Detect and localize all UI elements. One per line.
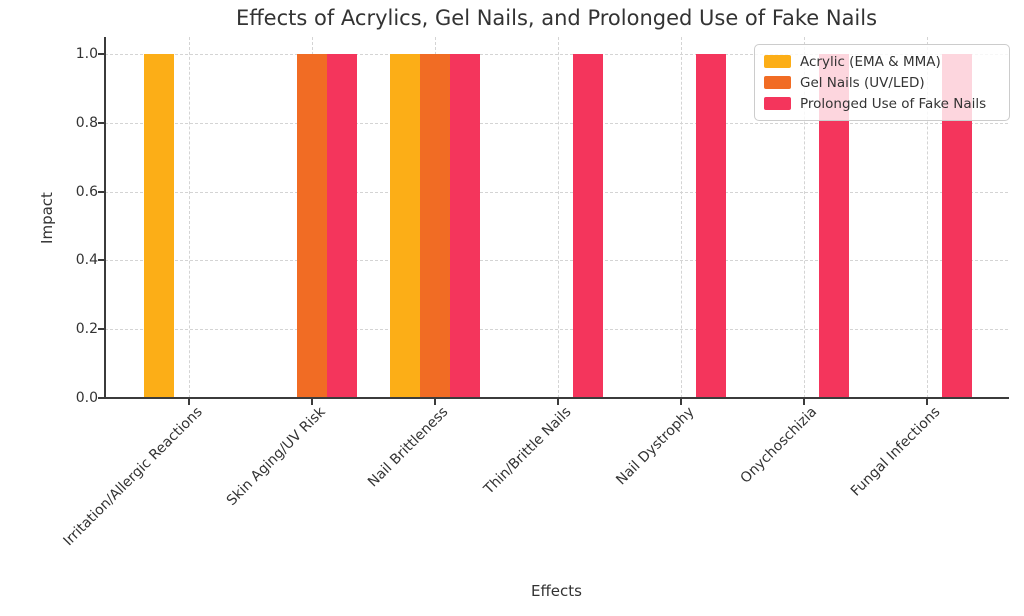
bar-prolonged-use (327, 54, 357, 398)
x-tick-label: Nail Brittleness (364, 404, 452, 491)
x-tick-label: Skin Aging/UV Risk (223, 404, 329, 509)
legend-label: Acrylic (EMA & MMA) (800, 53, 941, 70)
v-gridline (681, 37, 682, 398)
y-tick-label: 1.0 (75, 46, 98, 63)
v-gridline (927, 37, 928, 398)
v-gridline (189, 37, 190, 398)
legend-swatch-icon (764, 76, 791, 89)
h-gridline (105, 329, 1008, 331)
bar-prolonged-use (696, 54, 726, 398)
x-axis-tick (926, 399, 928, 405)
x-axis-tick (680, 399, 682, 405)
x-tick-label: Thin/Brittle Nails (480, 404, 575, 498)
chart-title: Effects of Acrylics, Gel Nails, and Prol… (235, 6, 878, 30)
bar-prolonged-use (450, 54, 480, 398)
y-tick-label: 0.8 (75, 114, 98, 131)
y-axis-tick (98, 397, 104, 399)
x-axis-tick (311, 399, 313, 405)
x-axis-tick (557, 399, 559, 405)
y-axis-label: Impact (38, 192, 56, 244)
x-axis-tick (434, 399, 436, 405)
h-gridline (105, 260, 1008, 262)
y-tick-label: 0.6 (75, 183, 98, 200)
bar-prolonged-use (573, 54, 603, 398)
legend-item: Gel Nails (UV/LED) (764, 72, 1000, 93)
h-gridline (105, 191, 1008, 193)
y-axis-tick (98, 53, 104, 56)
y-axis-tick (98, 121, 104, 124)
bar-acrylic (144, 54, 174, 398)
bar-gel-nails (297, 54, 327, 398)
y-tick-label: 0.2 (75, 321, 98, 338)
x-axis-tick (188, 399, 190, 405)
x-tick-label: Fungal Infections (847, 404, 944, 500)
legend-label: Prolonged Use of Fake Nails (800, 95, 987, 112)
legend-item: Acrylic (EMA & MMA) (764, 51, 1000, 72)
legend: Acrylic (EMA & MMA) Gel Nails (UV/LED) Pro… (754, 44, 1010, 121)
h-gridline (105, 54, 1008, 56)
x-tick-label: Nail Dystrophy (613, 404, 698, 489)
y-axis-tick (98, 190, 104, 193)
x-axis-spine (104, 397, 1009, 399)
x-tick-label: Irritation/Allergic Reactions (60, 404, 206, 550)
x-axis-label: Effects (531, 582, 582, 600)
y-tick-label: 0.4 (75, 252, 98, 269)
x-axis-tick (803, 399, 805, 405)
h-gridline (105, 122, 1008, 124)
legend-swatch-icon (764, 97, 791, 110)
x-tick-label: Onychoschizia (737, 404, 821, 487)
legend-swatch-icon (764, 55, 791, 68)
y-axis-spine (104, 37, 106, 399)
v-gridline (804, 37, 805, 398)
legend-label: Gel Nails (UV/LED) (800, 74, 925, 91)
y-axis-tick (98, 328, 104, 331)
legend-item: Prolonged Use of Fake Nails (764, 93, 1000, 114)
y-tick-label: 0.0 (75, 390, 98, 406)
y-axis-tick (98, 259, 104, 262)
bar-acrylic (390, 54, 420, 398)
bar-gel-nails (420, 54, 450, 398)
v-gridline (558, 37, 559, 398)
